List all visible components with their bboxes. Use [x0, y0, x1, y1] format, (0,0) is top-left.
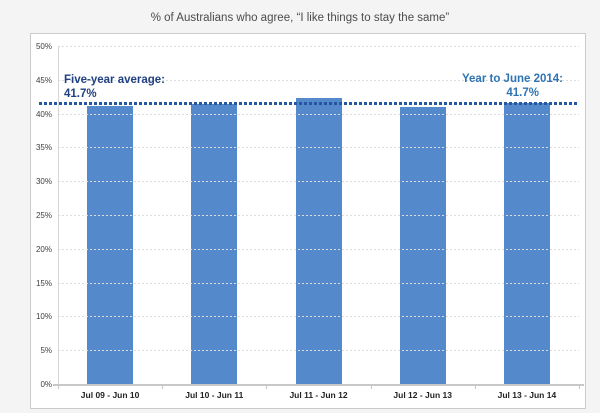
x-axis-tick: [58, 385, 59, 389]
bar: [503, 103, 550, 385]
y-tick-label: 35%: [35, 143, 52, 153]
chart-title: % of Australians who agree, “I like thin…: [150, 12, 450, 24]
x-axis-tick: [266, 385, 268, 389]
x-axis-baseline: [53, 384, 584, 386]
x-axis-labels: Jul 09 - Jun 10 Jul 10 - Jun 11 Jul 11 - J…: [58, 390, 579, 404]
y-tick-label: 0%: [40, 380, 52, 389]
x-tick-label: Jul 13 - Jun 14: [497, 390, 557, 400]
bar: [87, 105, 134, 385]
gridline: [58, 350, 579, 352]
y-tick-label: 50%: [35, 42, 52, 51]
y-tick-label: 45%: [35, 75, 52, 85]
bar: [295, 98, 342, 385]
y-tick-label: 25%: [35, 211, 52, 220]
x-tick-label: Jul 12 - Jun 13: [393, 390, 452, 400]
x-axis-tick: [162, 385, 164, 389]
x-tick-label: Jul 11 - Jun 12: [289, 390, 348, 400]
x-axis-tick: [370, 385, 372, 389]
gridline: [58, 147, 579, 149]
gridline: [58, 215, 579, 216]
x-tick-label: Jul 09 - Jun 10: [80, 390, 140, 400]
x-axis-tick: [579, 385, 580, 389]
y-tick-label: 30%: [35, 177, 52, 187]
average-dotted-line: [39, 102, 579, 106]
average-value: 41.7%: [64, 88, 97, 100]
bars-container: [58, 47, 579, 385]
annotation-year-to-june: Year to June 2014: 41.7%: [462, 72, 563, 100]
bar-slot: [162, 47, 266, 385]
y-tick-label: 40%: [35, 109, 52, 119]
y-tick-label: 5%: [40, 346, 52, 356]
y-tick-label: 10%: [35, 312, 52, 322]
gridline: [58, 113, 579, 115]
x-axis-tick: [474, 385, 476, 389]
chart-panel: 0% 5% 10% 15% 20% 25% 30% 35% 40% 45% 50% Five-yea…: [30, 33, 586, 409]
plot-area: [58, 46, 579, 385]
y-tick-label: 20%: [35, 244, 52, 254]
bar: [191, 103, 238, 385]
bar-slot: [58, 47, 162, 385]
x-tick-label: Jul 10 - Jun 11: [185, 390, 244, 400]
bar: [399, 107, 446, 385]
y-tick-label: 15%: [35, 278, 52, 288]
gridline: [58, 248, 579, 250]
gridline: [58, 79, 579, 81]
gridline: [58, 282, 579, 284]
gridline: [58, 46, 579, 47]
y-axis-line: [58, 47, 59, 385]
average-label: Five-year average:: [64, 74, 166, 86]
latest-label: Year to June 2014:: [462, 73, 563, 85]
gridline: [58, 316, 579, 318]
bar-slot: [475, 47, 579, 385]
annotation-five-year-average: Five-year average: 41.7%: [64, 73, 165, 101]
y-axis-labels: 0% 5% 10% 15% 20% 25% 30% 35% 40% 45% 50%: [31, 42, 52, 389]
bar-slot: [371, 47, 475, 385]
latest-value: 41.7%: [506, 87, 539, 99]
bar-slot: [266, 47, 370, 385]
gridline: [58, 181, 579, 183]
